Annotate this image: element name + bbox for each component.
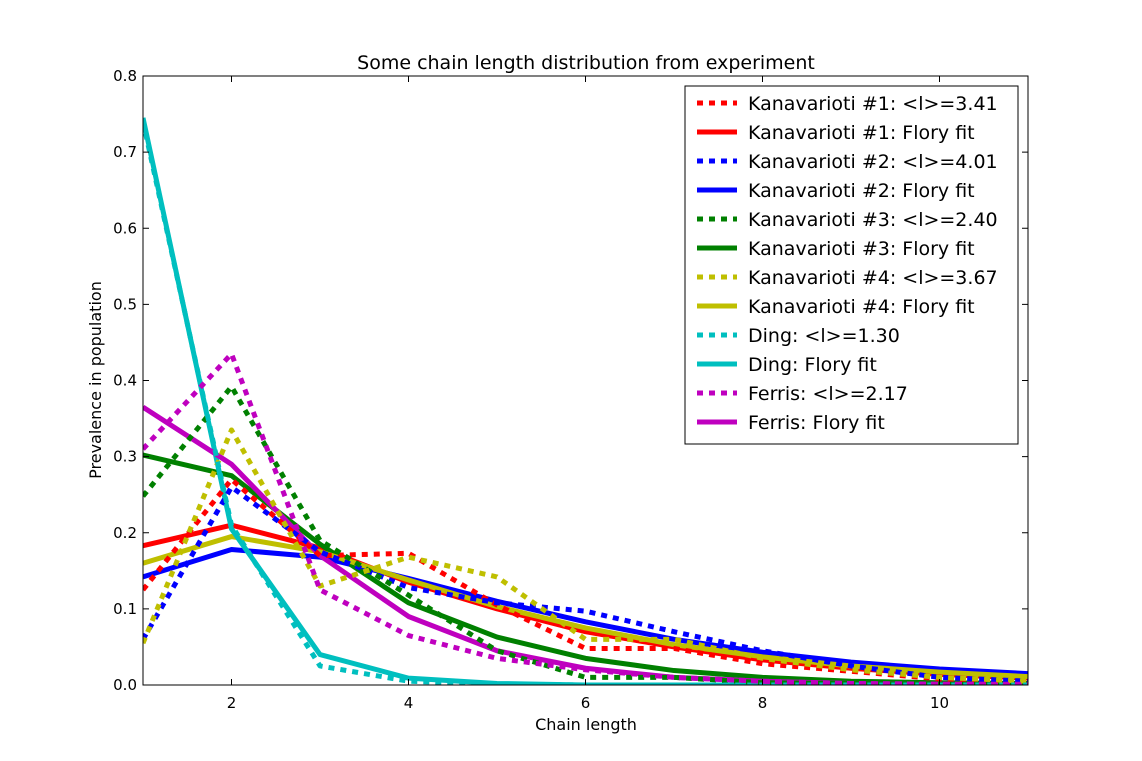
y-tick-label: 0.0 [113,676,137,694]
y-tick-label: 0.8 [113,67,137,85]
legend-label: Ferris: Flory fit [748,412,885,434]
y-tick-label: 0.2 [113,524,137,542]
legend-label: Kanavarioti #1: <l>=3.41 [748,93,998,115]
y-tick-label: 0.3 [113,448,137,466]
legend-label: Kanavarioti #1: Flory fit [748,122,975,144]
legend-box [684,85,1019,445]
series-line-6 [143,427,1028,684]
legend-label: Kanavarioti #4: Flory fit [748,296,975,318]
x-tick-label: 6 [581,694,591,712]
series-line-7 [143,534,1028,680]
legend-label: Kanavarioti #2: <l>=4.01 [748,151,998,173]
x-tick-label: 8 [758,694,768,712]
y-axis-label: Prevalence in population [86,281,105,479]
y-tick-label: 0.7 [113,143,137,161]
y-tick-label: 0.1 [113,600,137,618]
x-tick-label: 2 [227,694,237,712]
series-line-10 [143,351,1028,685]
legend-label: Ding: Flory fit [748,354,877,376]
legend-label: Ferris: <l>=2.17 [748,383,908,405]
legend-label: Ding: <l>=1.30 [748,325,900,347]
y-tick-label: 0.4 [113,372,137,390]
legend: Kanavarioti #1: <l>=3.41 Kanavarioti #1: … [684,85,1019,445]
plot-lines [143,117,1028,685]
legend-label: Kanavarioti #2: Flory fit [748,180,975,202]
legend-label: Kanavarioti #3: <l>=2.40 [748,209,998,231]
series-line-9 [143,117,1028,685]
legend-label: Kanavarioti #4: <l>=3.67 [748,267,998,289]
x-tick-label: 10 [930,694,949,712]
y-tick-label: 0.5 [113,295,137,313]
chart-title: Some chain length distribution from expe… [357,52,815,74]
x-tick-label: 4 [404,694,414,712]
y-tick-label: 0.6 [113,219,137,237]
axis-ticks: 2 4 6 8 10 0.0 0.1 0.2 0.3 0.4 0.5 0.6 0.7 0.8 [113,67,1028,712]
legend-label: Kanavarioti #3: Flory fit [748,238,975,260]
x-axis-label: Chain length [535,715,637,734]
series-line-3 [143,547,1028,677]
